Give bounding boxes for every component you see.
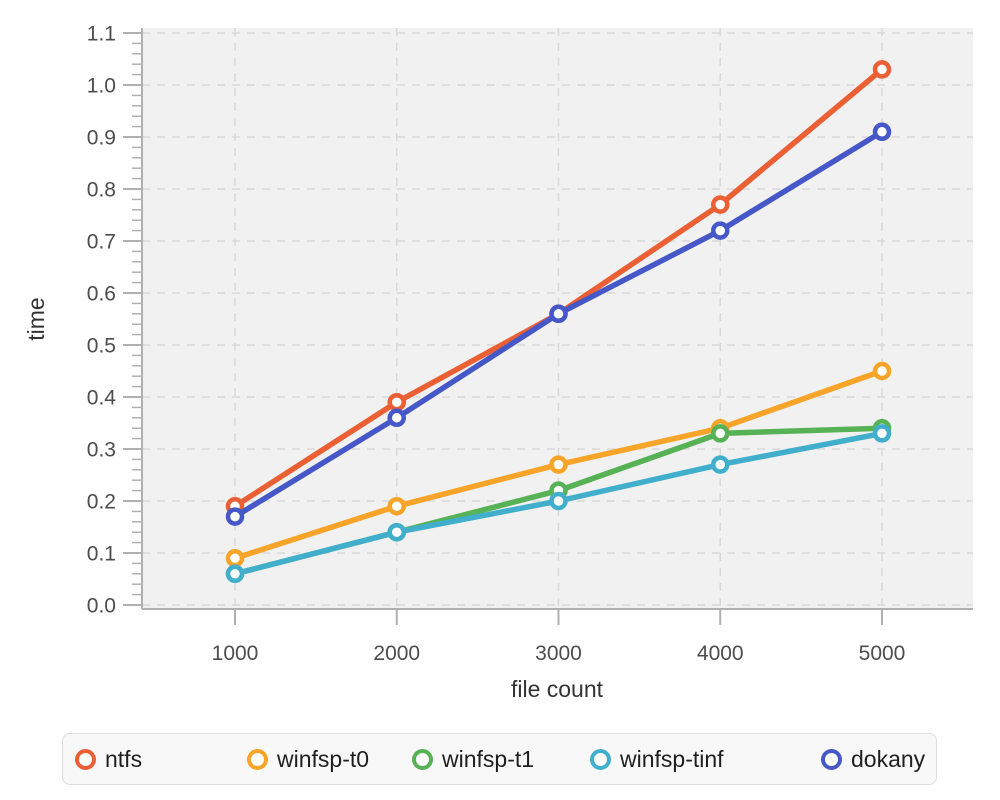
legend-item-label: ntfs — [105, 745, 143, 772]
legend-marker-icon — [75, 748, 96, 770]
legend-item-label: winfsp-t0 — [277, 745, 370, 772]
x-tick-label: 4000 — [697, 642, 744, 665]
data-point-ntfs — [872, 60, 892, 79]
legend-item-label: dokany — [851, 745, 926, 772]
y-tick-label: 1.1 — [87, 23, 116, 46]
legend-item-dokany[interactable]: dokany — [821, 734, 925, 784]
legend-marker-icon — [412, 748, 433, 770]
y-tick-label: 0.4 — [87, 387, 117, 410]
x-axis-title: file count — [511, 676, 604, 702]
data-point-dokany — [387, 408, 406, 428]
legend-marker-icon — [247, 748, 268, 770]
data-point-winfsp-t0 — [549, 455, 568, 474]
y-tick-label: 0.2 — [87, 491, 116, 514]
y-tick-label: 1.0 — [87, 75, 116, 98]
data-point-dokany — [872, 122, 892, 142]
legend: ntfs winfsp-t0 winfsp-t1 winfsp-tinf dokany — [62, 733, 937, 785]
legend-marker-icon — [821, 748, 842, 770]
plot-layer: 0.0 0.1 0.2 0.3 0.4 0.5 0.6 0.7 0.8 0.9 1.0 1.1 1000… — [87, 23, 973, 665]
data-point-winfsp-t1 — [711, 424, 730, 443]
data-point-winfsp-tinf — [872, 424, 892, 443]
y-tick-label: 0.3 — [87, 439, 116, 462]
data-point-winfsp-tinf — [549, 491, 568, 511]
data-point-winfsp-tinf — [225, 564, 245, 584]
x-tick-label: 5000 — [859, 642, 906, 665]
data-point-ntfs — [711, 195, 730, 214]
x-tick-label: 3000 — [535, 642, 582, 665]
legend-item-winfsp-t0[interactable]: winfsp-t0 — [247, 734, 369, 784]
y-tick-label: 0.7 — [87, 231, 116, 254]
y-tick-label: 0.1 — [87, 543, 116, 566]
legend-item-label: winfsp-t1 — [442, 745, 535, 772]
legend-marker-icon — [590, 748, 611, 770]
data-point-dokany — [225, 507, 245, 526]
data-point-dokany — [549, 304, 568, 324]
legend-item-winfsp-t1[interactable]: winfsp-t1 — [412, 734, 534, 784]
legend-item-winfsp-tinf[interactable]: winfsp-tinf — [590, 734, 724, 784]
y-tick-label: 0.5 — [87, 335, 116, 358]
legend-item-label: winfsp-tinf — [620, 745, 724, 772]
x-tick-label: 2000 — [373, 642, 420, 665]
y-tick-label: 0.9 — [87, 127, 116, 150]
y-tick-label: 0.6 — [87, 283, 116, 306]
chart-svg: 0.0 0.1 0.2 0.3 0.4 0.5 0.6 0.7 0.8 0.9 1.0 1.1 1000… — [23, 23, 973, 702]
data-point-dokany — [711, 221, 730, 240]
y-tick-label: 0.0 — [87, 595, 116, 618]
data-point-winfsp-t0 — [387, 496, 406, 516]
y-tick-label: 0.8 — [87, 179, 116, 202]
y-axis-title: time — [23, 297, 49, 340]
data-point-winfsp-tinf — [711, 455, 730, 474]
data-point-winfsp-t0 — [872, 361, 892, 381]
x-tick-label: 1000 — [212, 642, 259, 665]
data-point-ntfs — [387, 392, 406, 412]
data-point-winfsp-tinf — [387, 522, 406, 542]
data-point-winfsp-t0 — [225, 548, 245, 568]
legend-item-ntfs[interactable]: ntfs — [75, 734, 142, 784]
